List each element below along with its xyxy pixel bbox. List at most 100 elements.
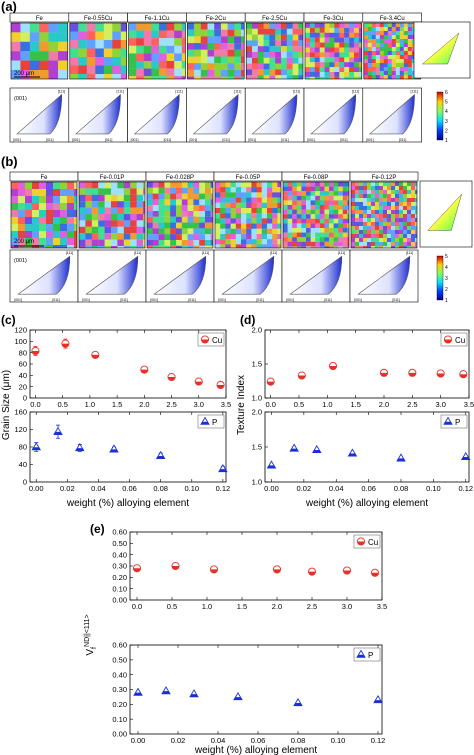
y-tick-label: 0.40	[112, 670, 127, 679]
inverse-pole-figure: [001] [011] [111]	[362, 87, 422, 143]
pole-111-label: [111]	[66, 251, 73, 255]
x-tick-label: 0.0	[30, 400, 40, 409]
plot-frame	[129, 644, 383, 735]
data-point-fill	[75, 448, 84, 451]
grain-map	[10, 181, 78, 249]
y-tick-label: 0.30	[112, 562, 127, 571]
x-tick-label: 2.5	[307, 602, 317, 611]
pole-111-label: [111]	[202, 251, 209, 255]
data-point-fill	[140, 369, 148, 374]
plot-frame	[264, 411, 470, 483]
y-tick-label: 1.0	[252, 478, 262, 487]
plot-frame	[29, 329, 227, 399]
pole-111-label: [111]	[270, 251, 277, 255]
data-point-fill	[308, 571, 316, 576]
x-tick-label: 0.08	[291, 736, 306, 745]
y-tick-label: 0.00	[112, 596, 127, 605]
legend-label: Cu	[212, 336, 222, 345]
x-tick-label: 0.06	[251, 736, 266, 745]
subplot-cu: 0.0 0.5 1.0 1.5 2.0 2.5 3.0 3.5 1.0 1.5 2.0 Cu	[252, 326, 474, 409]
y-axis-label: Texture Index	[236, 375, 247, 435]
grain-map	[128, 22, 186, 80]
inverse-pole-figure: [001] [011] [111] (001)	[9, 87, 70, 143]
y-axis-label: Grain Size (μm)	[1, 370, 12, 440]
data-point-fill	[380, 372, 388, 377]
y-tick-label: 0	[23, 478, 27, 487]
data-point-fill	[54, 431, 62, 435]
pole-001-label: [001]	[248, 138, 256, 142]
legend-box	[440, 414, 468, 429]
x-tick-label: 0.12	[216, 484, 231, 493]
pole-111-label: [111]	[175, 89, 182, 93]
y-tick-label: 160	[14, 408, 27, 417]
data-point-fill	[408, 372, 416, 377]
pole-001-label: [001]	[218, 298, 226, 302]
y-tick-label: 20	[19, 382, 27, 391]
ipf-triangle	[310, 93, 357, 135]
x-tick-label: 0.02	[60, 484, 75, 493]
pole-011-label: [011]	[399, 138, 407, 142]
y-tick-label: 2.0	[252, 408, 262, 417]
sample-label: Fe-0.08P	[304, 175, 329, 181]
y-tick-label: 0.50	[112, 539, 127, 548]
data-point-fill	[374, 700, 382, 703]
x-tick-label: 1.5	[350, 400, 360, 409]
data-point-fill	[218, 469, 227, 472]
y-tick-label: 120	[14, 326, 27, 335]
inverse-pole-figure: [001] [011] [111]	[303, 87, 364, 143]
pole-001-label: [001]	[354, 298, 362, 302]
x-tick-label: 0.04	[329, 484, 344, 493]
pole-001-label: [001]	[366, 138, 374, 142]
plane-label: (001)	[14, 96, 27, 102]
inverse-pole-figure: [001] [011] [111]	[68, 87, 128, 143]
intensity-legend: 6 5 4 3 2 1	[436, 90, 448, 144]
x-tick-label: 1.0	[322, 400, 332, 409]
y-tick-label: 0.60	[112, 641, 127, 650]
pole-011-label: [011]	[340, 138, 348, 142]
x-tick-label: 3.5	[377, 602, 387, 611]
sample-label: Fe-2Cu	[206, 16, 226, 22]
sample-label: Fe-1.1Cu	[144, 16, 169, 22]
ipf-triangle	[192, 93, 239, 135]
plane-label: (001)	[14, 258, 27, 264]
ipf-triangle	[357, 255, 411, 295]
sample-label: Fe-0.01P	[100, 175, 125, 181]
subplot-cu: 0.0 0.5 1.0 1.5 2.0 2.5 3.0 3.5 0.00 0.10 0.20 0.30…	[112, 528, 387, 611]
ipf-triangle	[85, 255, 139, 295]
subplot-p: 0.00 0.02 0.04 0.06 0.08 0.10 0.12 0.00 0.10 0.20…	[112, 641, 385, 745]
inverse-pole-figure: [001] [011] [111]	[281, 249, 351, 303]
data-point-fill	[210, 569, 218, 573]
legend-tick: 6	[445, 90, 448, 96]
y-tick-label: 0.20	[112, 573, 127, 582]
legend-tick: 3	[445, 276, 448, 282]
ipf-color-key	[421, 32, 460, 65]
subplot-p: 0.00 0.02 0.04 0.06 0.08 0.10 0.12 0 40 80 120 160 P	[14, 408, 230, 493]
x-tick-label: 2.0	[379, 400, 389, 409]
ipf-color-key	[427, 194, 462, 231]
pole-001-label: [001]	[286, 298, 294, 302]
x-tick-label: 0.0	[132, 602, 142, 611]
pole-001-label: [001]	[150, 298, 158, 302]
grain-map	[187, 22, 245, 80]
pole-011-label: [011]	[120, 298, 128, 302]
legend-label: P	[455, 418, 460, 427]
pole-001-label: [001]	[131, 138, 139, 142]
x-tick-label: 1.5	[112, 400, 122, 409]
x-tick-label: 0.5	[57, 400, 67, 409]
data-point-fill	[167, 377, 176, 381]
scale-bar-label: 200 μm	[14, 239, 34, 245]
grain-map	[304, 22, 363, 80]
x-tick-label: 2.5	[407, 400, 417, 409]
x-tick-label: 0.00	[29, 484, 44, 493]
y-tick-label: 0.50	[112, 655, 127, 664]
legend-tick: 2	[445, 128, 448, 134]
ipf-color-key-box	[419, 180, 473, 248]
data-point-fill	[110, 449, 118, 452]
legend-label: Cu	[368, 538, 378, 547]
data-point-fill	[444, 421, 452, 425]
x-tick-label: 0.04	[211, 736, 226, 745]
inverse-pole-figure: [001] [011] [111]	[213, 249, 283, 303]
inverse-pole-figure: [001] [011] [111] (001)	[9, 249, 79, 303]
data-point-fill	[162, 691, 170, 694]
